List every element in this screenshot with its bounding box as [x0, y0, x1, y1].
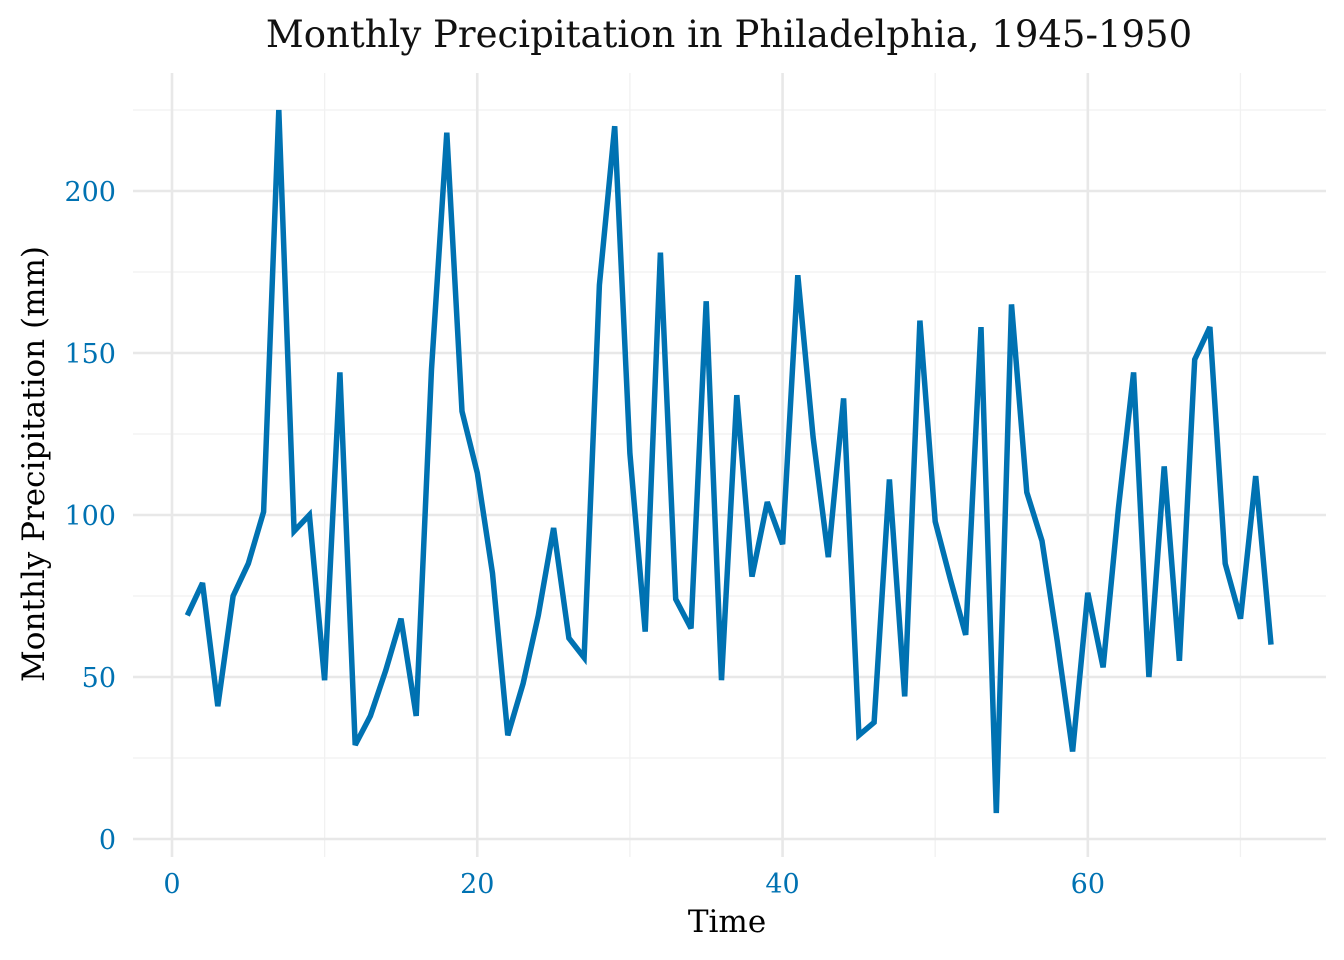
x-tick-label: 20 [460, 869, 494, 900]
series-line [184, 109, 1274, 814]
y-tick-label: 150 [64, 339, 116, 370]
y-tick-label: 50 [82, 663, 116, 694]
x-axis-label: Time [688, 904, 766, 940]
major-grid [133, 73, 1326, 857]
y-axis-label: Monthly Precipitation (mm) [16, 246, 52, 682]
minor-grid [133, 73, 1326, 857]
x-tick-label: 0 [163, 869, 180, 900]
x-tick-label: 40 [765, 869, 799, 900]
y-tick-label: 0 [99, 825, 116, 856]
series-group [184, 109, 1274, 814]
chart-title: Monthly Precipitation in Philadelphia, 1… [266, 13, 1192, 56]
x-axis-ticks: 0 20 40 60 [163, 869, 1105, 900]
y-tick-label: 100 [64, 501, 116, 532]
y-tick-label: 200 [64, 177, 116, 208]
x-tick-label: 60 [1071, 869, 1105, 900]
y-axis-ticks: 0 50 100 150 200 [64, 177, 116, 856]
